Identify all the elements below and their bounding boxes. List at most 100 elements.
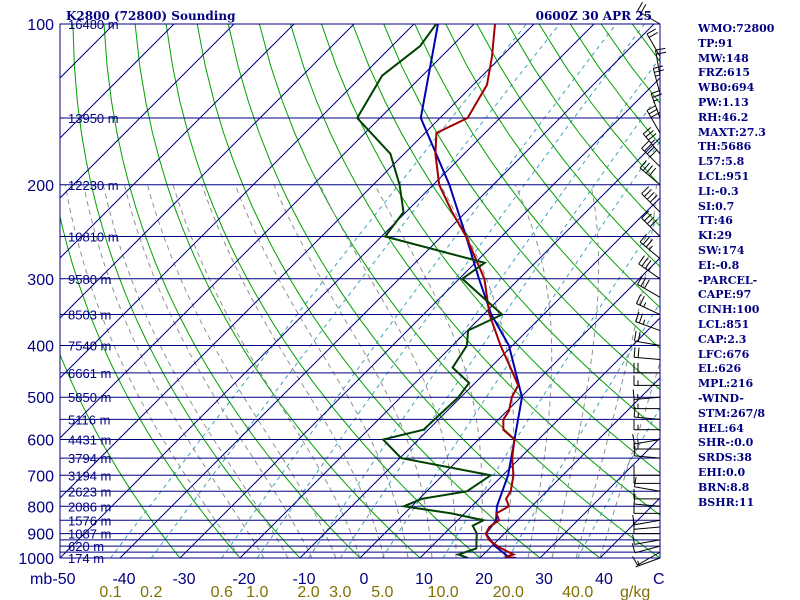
sounding-profiles [355,24,524,558]
height-label: 8503 m [68,308,111,323]
mixing-ratio-tick-label: 0.6 [211,584,233,600]
barb-feather [644,260,652,269]
barb-feather [646,28,656,35]
temperature-tick-label: 10 [415,571,433,588]
wind-barb [641,186,661,213]
barb-feather [635,294,642,304]
isotherm [60,24,355,319]
barb-feather [648,266,652,272]
index-line: EL:626 [698,362,742,376]
pressure-tick-label: 200 [27,178,54,195]
wind-barb [631,543,661,554]
barb-feather [637,438,639,444]
isotherm [60,24,415,379]
mixing-ratio-tick-label: 20.0 [493,584,524,600]
moist-adiabat [599,360,660,558]
mixing-ratio-line [110,24,527,558]
isotherm [60,24,295,259]
barb-feather [642,319,646,325]
wind-barb [632,534,661,545]
barb-feather [646,216,655,225]
index-line: BSHR:11 [698,495,755,509]
dry-adiabat [165,24,481,558]
temperature-unit-label: C [653,571,665,588]
temperature-tick-label: -40 [112,571,135,588]
height-label: 9580 m [68,272,111,287]
isotherm [60,24,175,139]
height-label: 2623 m [68,484,111,499]
barb-staff [642,133,661,155]
wind-barb [633,362,661,374]
wind-barb [639,160,661,186]
height-label: 10810 m [68,229,119,244]
index-line: TT:46 [698,214,733,228]
barb-feather [637,2,643,12]
wind-barb [632,389,661,400]
isotherm [299,197,660,558]
height-label: 5850 m [68,390,111,405]
barb-feather [637,275,643,285]
temperature-tick-label: -30 [172,571,195,588]
mixing-ratio-unit-label: g/kg [620,584,650,600]
pressure-tick-label: 300 [27,272,54,289]
moist-adiabat [123,184,313,558]
dry-adiabat [227,24,601,558]
wind-barb [633,493,661,507]
barb-staff [634,519,661,526]
index-line: -WIND- [698,391,744,405]
temperature-trace [434,24,520,558]
wind-barb [635,294,661,315]
index-line: KI:29 [698,229,733,243]
barb-staff [634,455,661,459]
pressure-tick-label: 900 [27,527,54,544]
barb-feather [649,194,658,203]
background-grid [60,24,660,558]
index-line: TH:5686 [698,140,752,154]
wind-barb [638,255,661,280]
barb-staff [655,50,661,76]
index-line: CAPE:97 [698,288,752,302]
wind-barb [633,465,661,476]
wind-barb [639,233,661,259]
barb-staff [634,356,661,361]
barb-feather [645,130,654,138]
isotherm [60,24,235,199]
barb-feather [637,394,639,400]
index-line: WMO:72800 [698,22,775,35]
barb-feather [640,277,647,287]
index-line: WB0:694 [698,81,755,95]
mixing-ratio-tick-label: 10.0 [428,584,459,600]
index-line: EHI:0.0 [698,465,746,479]
index-line: CAP:2.3 [698,332,747,346]
height-label: 7540 m [68,339,111,354]
wind-barb [637,2,661,25]
mixing-ratio-tick-label: 1.0 [246,584,268,600]
wind-barb [632,514,661,526]
barb-feather [645,239,653,248]
height-label: 4431 m [68,433,111,448]
isotherm [239,137,660,558]
barb-feather [632,534,635,545]
barb-staff [634,526,661,530]
pressure-tick-label: 1000 [18,551,54,568]
height-label: 620 m [68,539,104,554]
barb-feather [639,233,647,243]
height-label: 3794 m [68,451,111,466]
index-line: TP:91 [698,36,734,50]
barb-feather [648,133,657,141]
wind-barb [646,28,661,57]
pressure-tick-label: 700 [27,468,54,485]
barb-feather [648,167,657,177]
barb-feather [637,331,641,342]
wind-barb [633,331,661,346]
barb-staff [650,93,661,119]
barb-feather [642,236,650,245]
isotherm [60,24,595,558]
moist-adiabat [64,184,241,558]
barb-feather [649,149,658,158]
index-line: LCL:851 [698,317,750,331]
plot-frame [59,23,661,559]
barb-staff [634,539,661,545]
index-line: RH:46.2 [698,110,749,124]
